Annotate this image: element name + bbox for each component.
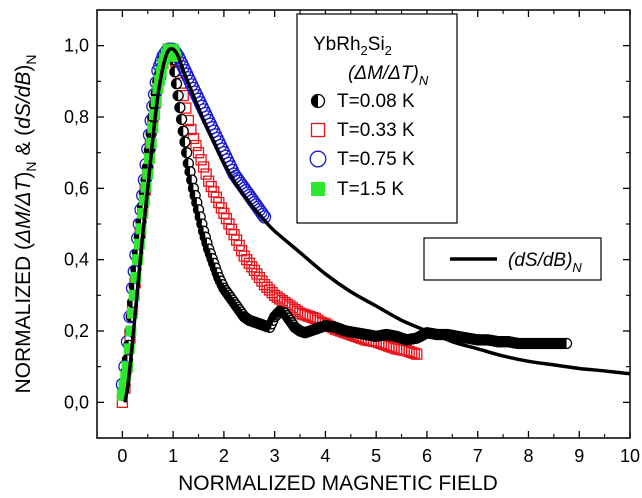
legend-entry: T=1.5 K <box>311 179 404 200</box>
y-tick-label: 1,0 <box>64 36 89 56</box>
x-tick-label: 7 <box>473 446 483 466</box>
marker-half <box>129 280 135 291</box>
data-point <box>121 361 133 373</box>
legend-marker <box>309 150 327 168</box>
legend-entry: T=0.33 K <box>310 120 415 141</box>
y-tick-label: 0,4 <box>64 250 89 270</box>
data-point <box>135 223 147 235</box>
data-point <box>186 174 198 186</box>
data-point <box>181 147 193 159</box>
legend-group-label: (ΔM/ΔT)N <box>348 63 429 88</box>
marker-half <box>171 78 177 89</box>
x-tick-label: 10 <box>620 446 640 466</box>
y-axis-label: NORMALIZED (ΔM/ΔT)N & (dS/dB)N <box>12 55 39 394</box>
marker-half <box>130 264 136 275</box>
line-legend-label: (dS/dB)N <box>508 250 582 275</box>
y-axis-ticks: 0,0 0,2 0,4 0,6 0,8 1,0 <box>64 9 630 439</box>
legend-label: T=0.08 K <box>337 91 415 112</box>
marker-half <box>183 158 189 169</box>
marker-half <box>181 147 187 158</box>
legend-entries: T=0.08 K T=0.33 K T=0.75 K T=1.5 K <box>309 91 415 200</box>
x-tick-label: 2 <box>219 446 229 466</box>
marker-half <box>179 136 185 147</box>
x-tick-label: 6 <box>422 446 432 466</box>
marker-half <box>186 175 192 186</box>
data-point <box>137 207 149 219</box>
data-point <box>408 347 420 359</box>
marker-half <box>169 66 175 77</box>
data-point <box>170 78 183 90</box>
data-point <box>174 101 186 114</box>
data-point <box>125 325 137 337</box>
data-point <box>172 89 184 102</box>
marker-half <box>185 166 191 177</box>
legend-label: T=0.75 K <box>337 149 415 170</box>
x-tick-label: 8 <box>523 446 533 466</box>
x-tick-label: 1 <box>168 446 178 466</box>
data-point <box>411 348 423 360</box>
y-tick-label: 0,0 <box>64 392 89 412</box>
data-point <box>182 157 195 170</box>
line-legend: (dS/dB)N <box>423 237 602 281</box>
x-tick-label: 5 <box>371 446 381 466</box>
data-point <box>192 147 205 159</box>
data-point <box>200 168 212 180</box>
legend-label: T=0.33 K <box>337 120 415 141</box>
legend-entry: T=0.75 K <box>309 149 415 170</box>
dsdb-curve <box>123 46 630 403</box>
x-tick-label: 9 <box>574 446 584 466</box>
marker-half <box>311 94 318 108</box>
x-axis-label: NORMALIZED MAGNETIC FIELD <box>178 472 498 495</box>
x-tick-label: 0 <box>117 446 127 466</box>
marker-half <box>174 102 180 113</box>
data-point <box>175 113 188 126</box>
data-point <box>123 343 135 355</box>
data-point <box>197 161 210 173</box>
x-tick-label: 3 <box>270 446 280 466</box>
data-point <box>128 289 140 301</box>
y-tick-label: 0,6 <box>64 178 89 198</box>
legend-marker <box>310 93 326 109</box>
data-point <box>127 307 139 319</box>
data-point <box>132 254 144 266</box>
legend-marker <box>311 182 325 196</box>
legend-marker <box>310 122 326 138</box>
data-point <box>195 154 207 166</box>
data-point <box>179 136 191 148</box>
data-point <box>133 238 145 250</box>
marker-half <box>561 338 567 349</box>
data-point <box>130 272 142 283</box>
legend: YbRh2Si2 (ΔM/ΔT)N T=0.08 K T=0.33 K T=0.75… <box>296 13 458 224</box>
legend-compound: YbRh2Si2 <box>313 34 392 58</box>
marker-half <box>178 126 184 137</box>
marker-half <box>176 114 182 125</box>
data-point <box>560 337 573 350</box>
y-tick-label: 0,2 <box>64 321 89 341</box>
data-point <box>190 139 202 152</box>
legend-entry: T=0.08 K <box>310 91 415 112</box>
data-point <box>177 125 189 137</box>
marker-half <box>173 90 179 101</box>
y-tick-label: 0,8 <box>64 107 89 127</box>
legend-label: T=1.5 K <box>337 179 404 200</box>
x-tick-label: 4 <box>320 446 330 466</box>
